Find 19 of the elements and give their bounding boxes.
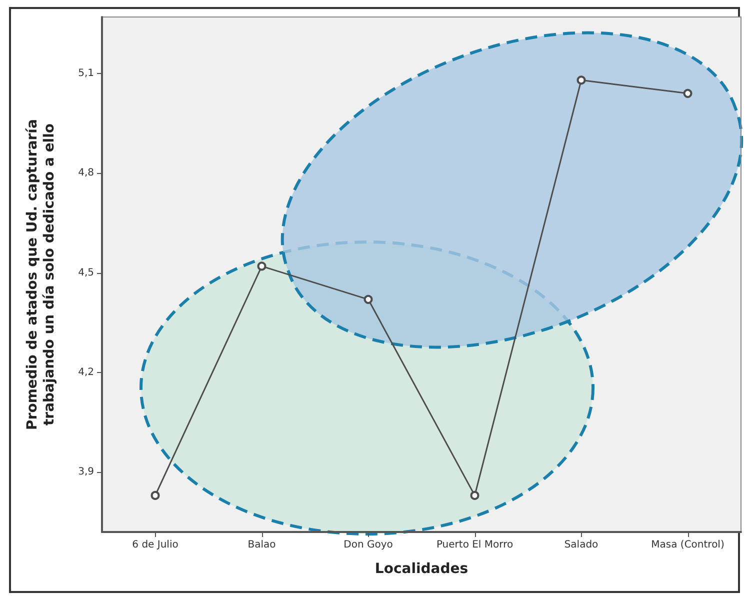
x-tick-label: 6 de Julio: [132, 540, 178, 550]
y-tick-label: 5,1: [78, 68, 94, 79]
point: [576, 76, 586, 85]
x-tick-label: Don Goyo: [344, 540, 393, 550]
x-tick-label: Salado: [564, 540, 598, 550]
y-tick-label: 4,5: [78, 267, 94, 278]
point: [150, 490, 160, 500]
x-tick-label: Balao: [248, 540, 276, 550]
x-axis-title: Localidades: [374, 561, 468, 577]
point: [683, 88, 692, 98]
x-tick-label: Puerto El Morro: [436, 540, 514, 550]
point: [364, 294, 373, 304]
point: [470, 490, 480, 500]
y-axis-title: Promedio de atados que Ud. capturaría trabajando un día solo dedicado a ello: [24, 119, 58, 430]
y-tick-label: 4,8: [78, 168, 94, 179]
y-tick-label: 4,2: [78, 367, 94, 378]
y-tick-label: 3,9: [78, 466, 94, 478]
x-tick-label: Masa (Control): [651, 540, 724, 550]
point: [257, 262, 266, 271]
